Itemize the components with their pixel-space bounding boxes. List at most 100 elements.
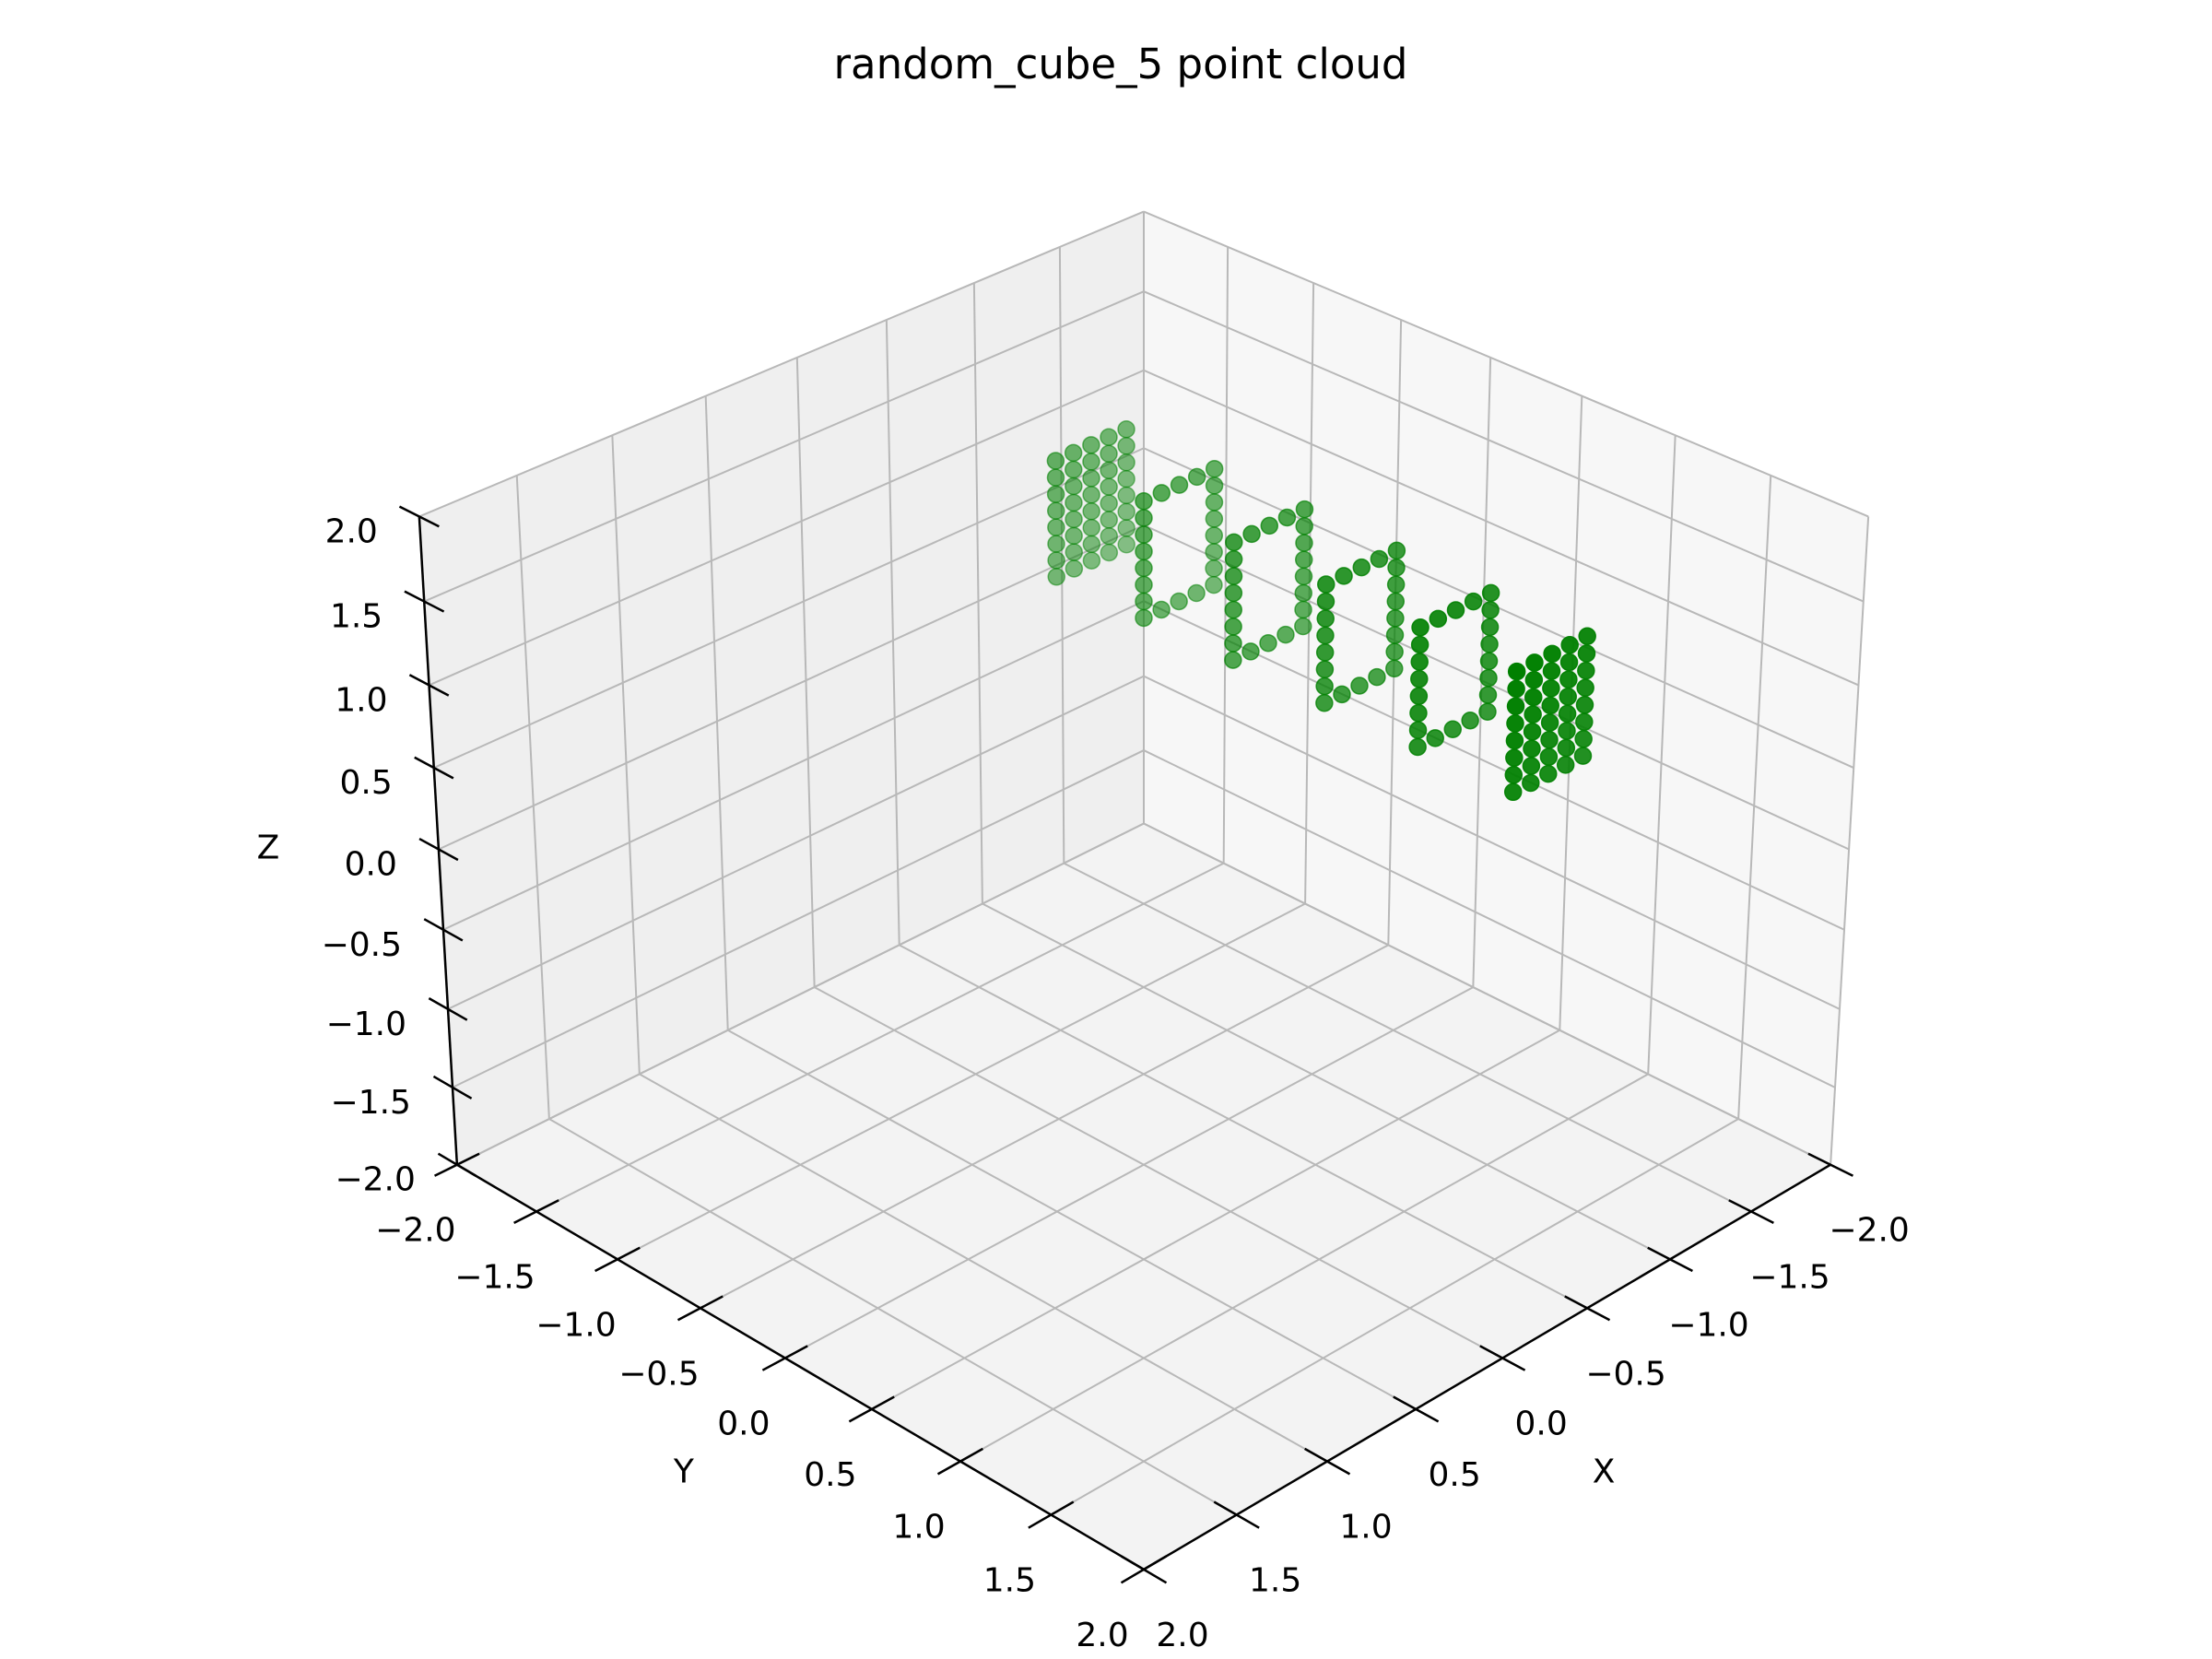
grid-line <box>423 290 1145 603</box>
point <box>1082 453 1100 471</box>
point <box>1205 526 1224 545</box>
grid-line <box>1143 749 1836 1088</box>
grid-line <box>814 986 1503 1359</box>
point <box>1224 550 1243 569</box>
x-tick-label: 1.5 <box>1249 1562 1301 1600</box>
point <box>1386 575 1406 594</box>
point <box>1187 583 1206 603</box>
point <box>1370 549 1389 569</box>
z-tick <box>398 505 440 528</box>
point <box>1135 509 1153 527</box>
y-tick <box>761 1345 808 1371</box>
point <box>1224 567 1243 585</box>
point <box>1443 720 1462 739</box>
point <box>1410 653 1429 671</box>
point <box>1117 420 1135 439</box>
point <box>1082 436 1100 454</box>
x-tick-label: −1.5 <box>1749 1258 1830 1296</box>
point <box>1315 660 1335 678</box>
point <box>1205 543 1223 561</box>
point <box>1523 723 1542 741</box>
point <box>1277 508 1297 527</box>
point <box>1575 696 1594 714</box>
x-tick <box>1393 1395 1440 1423</box>
point <box>1294 617 1312 636</box>
y-tick <box>677 1295 724 1322</box>
point <box>1525 653 1544 672</box>
point <box>1385 642 1404 661</box>
point <box>1205 510 1224 528</box>
y-tick-label: 0.0 <box>717 1406 770 1443</box>
point <box>1522 757 1541 775</box>
x-axis-label: X <box>1593 1453 1616 1491</box>
point <box>1333 685 1351 704</box>
x-tick <box>1120 1555 1168 1584</box>
point <box>1522 773 1540 793</box>
point <box>1481 601 1500 619</box>
grid-line <box>1050 1118 1739 1516</box>
grid-line <box>617 902 1306 1261</box>
point <box>1065 543 1084 561</box>
point <box>1503 782 1523 802</box>
point <box>1350 677 1369 695</box>
point <box>1409 703 1428 723</box>
grid-line <box>1647 435 1677 1075</box>
grid-line <box>1143 675 1841 1010</box>
point <box>1205 493 1224 512</box>
point <box>1117 502 1135 522</box>
grid-line <box>982 902 1671 1261</box>
x-tick-label: 1.0 <box>1339 1509 1392 1547</box>
z-tick <box>432 1075 473 1100</box>
point <box>1135 592 1153 611</box>
point <box>1277 625 1295 644</box>
point <box>1065 460 1083 479</box>
point <box>1524 688 1543 707</box>
point <box>1387 559 1406 577</box>
point <box>1479 668 1498 688</box>
point <box>1294 567 1313 586</box>
grid-line <box>1143 369 1859 687</box>
point <box>1507 679 1525 699</box>
point <box>1064 443 1083 463</box>
x-tick-label: 0.5 <box>1429 1456 1481 1494</box>
point <box>1170 592 1188 611</box>
x-tick-label: 0.0 <box>1515 1406 1568 1443</box>
point <box>1504 766 1524 784</box>
point <box>1082 551 1101 570</box>
point <box>1368 667 1386 687</box>
grid-line <box>784 986 1474 1359</box>
point <box>1117 486 1135 505</box>
point <box>1065 559 1084 578</box>
y-axis-line <box>456 1163 1145 1571</box>
grid-line <box>548 1118 1238 1516</box>
z-tick-label: 0.5 <box>339 764 392 802</box>
point <box>1295 534 1313 552</box>
y-tick-label: 1.0 <box>892 1509 945 1547</box>
point <box>1410 669 1429 688</box>
point <box>1205 559 1223 578</box>
grid-line <box>727 1029 1417 1410</box>
z-axis-label: Z <box>257 830 280 867</box>
grid-line <box>972 283 983 904</box>
point <box>1065 477 1083 496</box>
x-tick <box>1728 1199 1774 1224</box>
point <box>1408 721 1428 739</box>
grid-line <box>1737 475 1772 1120</box>
grid-line <box>418 210 1145 518</box>
point <box>1135 575 1153 594</box>
point <box>1558 704 1577 724</box>
point <box>1117 469 1135 488</box>
point <box>1100 511 1118 529</box>
point <box>1135 608 1153 628</box>
point <box>1225 533 1243 552</box>
point <box>1524 670 1544 689</box>
grid-line <box>611 435 641 1075</box>
point <box>1082 469 1100 488</box>
point <box>1335 567 1353 585</box>
grid-line <box>700 944 1389 1310</box>
point <box>1316 626 1335 645</box>
z-tick <box>423 918 464 942</box>
z-tick-label: −1.5 <box>331 1084 411 1122</box>
point <box>1082 518 1100 537</box>
x-tick-label: −0.5 <box>1585 1355 1665 1393</box>
